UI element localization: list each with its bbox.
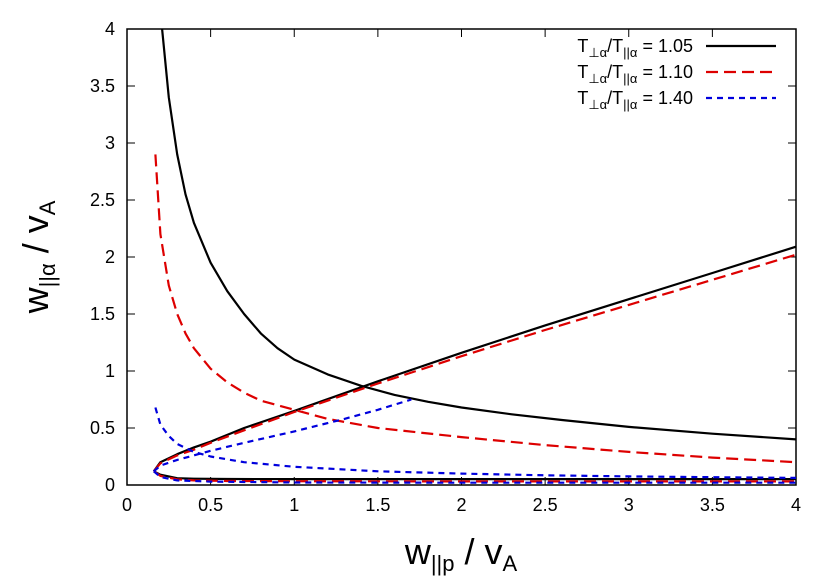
y-tick-label: 3 — [105, 133, 115, 153]
series-lines — [152, 28, 797, 484]
legend-label-2: T⊥α/T||α = 1.10 — [577, 62, 693, 86]
series-1-curve-3 — [153, 470, 796, 481]
x-tick-label: 4 — [791, 495, 801, 515]
y-tick-label: 4 — [105, 19, 115, 39]
x-tick-label: 1 — [289, 495, 299, 515]
x-tick-label: 2 — [456, 495, 466, 515]
y-tick-label: 0 — [105, 475, 115, 495]
legend-label-1: T⊥α/T||α = 1.05 — [577, 36, 693, 60]
series-1-curve-2 — [152, 245, 797, 472]
series-2-curve-2 — [152, 253, 797, 473]
x-axis-label: w||p / vA — [404, 531, 518, 576]
plot-frame — [126, 28, 797, 486]
series-3-curve-2 — [153, 398, 412, 473]
y-tick-label: 2 — [105, 247, 115, 267]
legend-label-3: T⊥α/T||α = 1.40 — [577, 88, 693, 112]
y-tick-label: 1 — [105, 361, 115, 381]
series-1-curve-1 — [161, 28, 797, 441]
y-tick-labels: 0 0.5 1 1.5 2 2.5 3 3.5 4 — [90, 19, 115, 495]
tick-marks — [126, 28, 797, 486]
x-tick-label: 3 — [624, 495, 634, 515]
x-tick-label: 1.5 — [365, 495, 390, 515]
x-tick-labels: 0 0.5 1 1.5 2 2.5 3 3.5 4 — [122, 495, 801, 515]
y-tick-label: 1.5 — [90, 304, 115, 324]
x-tick-label: 3.5 — [700, 495, 725, 515]
series-3-curve-1 — [154, 407, 797, 479]
x-tick-label: 2.5 — [533, 495, 558, 515]
x-tick-label: 0 — [122, 495, 132, 515]
y-tick-label: 2.5 — [90, 190, 115, 210]
series-3-curve-3 — [153, 470, 796, 484]
series-2-curve-1 — [154, 154, 797, 464]
x-tick-label: 0.5 — [198, 495, 223, 515]
y-tick-label: 0.5 — [90, 418, 115, 438]
y-axis-label: w||α / vA — [15, 200, 60, 314]
y-tick-label: 3.5 — [90, 76, 115, 96]
legend: T⊥α/T||α = 1.05T⊥α/T||α = 1.10T⊥α/T||α =… — [577, 36, 776, 112]
